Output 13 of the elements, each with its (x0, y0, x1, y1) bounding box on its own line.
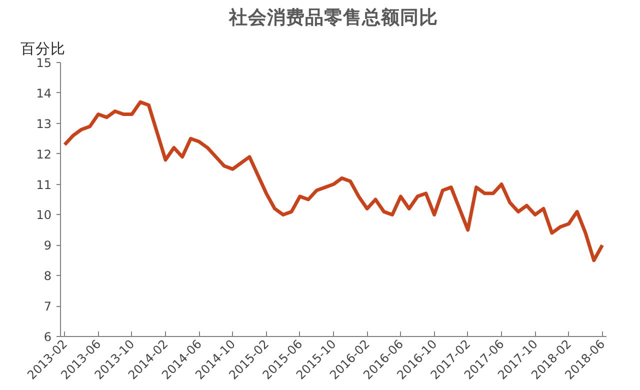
y-tick-label: 10 (36, 208, 52, 222)
y-tick-label: 13 (36, 116, 52, 131)
chart-title: 社会消费品零售总额同比 (228, 6, 438, 28)
y-tick-label: 7 (44, 300, 52, 314)
y-tick-label: 15 (36, 56, 52, 70)
y-tick-label: 14 (36, 86, 52, 100)
line-series (62, 100, 604, 262)
y-axis-title: 百分比 (20, 40, 66, 58)
y-tick-label: 6 (44, 330, 52, 344)
y-tick-label: 12 (36, 147, 52, 162)
y-tick-label: 8 (44, 269, 52, 284)
y-tick-label: 11 (36, 178, 52, 192)
y-tick-label: 9 (44, 238, 52, 253)
